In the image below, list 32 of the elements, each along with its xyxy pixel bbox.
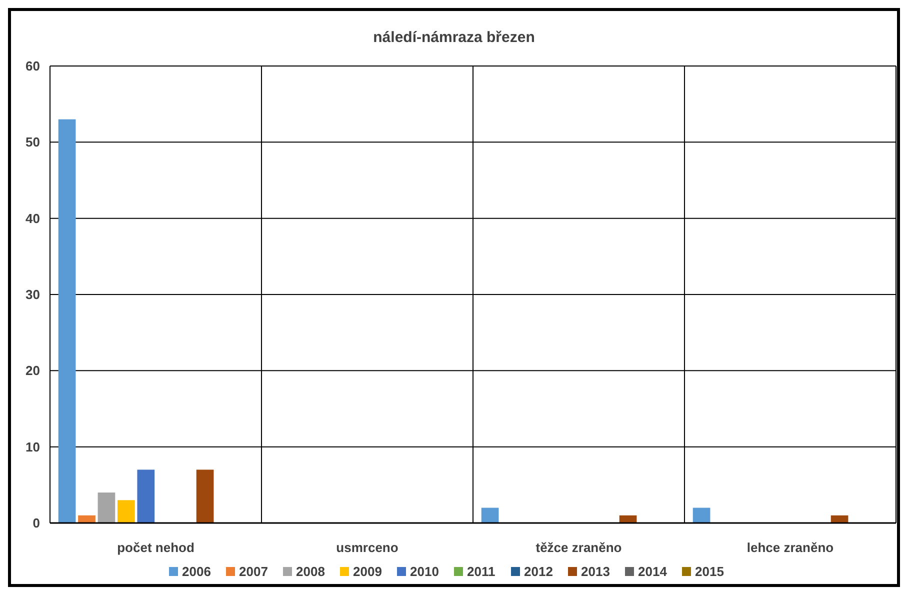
x-tick-label: těžce zraněno	[536, 540, 622, 555]
y-tick-label: 10	[26, 439, 40, 454]
legend-label: 2012	[524, 564, 553, 579]
x-tick-label: počet nehod	[117, 540, 194, 555]
x-tick-label: lehce zraněno	[746, 540, 834, 555]
x-tick-label: usmrceno	[336, 540, 398, 555]
bar	[692, 508, 710, 523]
y-tick-label: 20	[26, 363, 40, 378]
y-tick-label: 60	[26, 58, 40, 74]
bar	[619, 515, 637, 523]
y-tick-label: 0	[32, 516, 40, 531]
legend-label: 2014	[638, 564, 668, 579]
legend-label: 2008	[296, 564, 325, 579]
bar	[98, 492, 116, 523]
legend-label: 2015	[695, 564, 724, 579]
bar	[118, 500, 135, 523]
legend-label: 2009	[353, 564, 382, 579]
chart-title: náledí-námraza březen	[373, 29, 535, 46]
bar	[481, 508, 499, 523]
bar	[196, 470, 214, 523]
legend-label: 2007	[239, 564, 268, 579]
y-tick-label: 30	[26, 287, 40, 302]
bar	[137, 470, 155, 523]
bar	[830, 515, 848, 523]
bar	[58, 119, 76, 523]
legend-label: 2011	[467, 564, 496, 579]
bar	[78, 515, 96, 523]
legend-label: 2010	[410, 564, 439, 579]
legend-label: 2006	[182, 564, 211, 579]
y-tick-label: 40	[26, 210, 40, 226]
legend-label: 2013	[581, 564, 610, 579]
y-tick-label: 50	[26, 134, 40, 150]
